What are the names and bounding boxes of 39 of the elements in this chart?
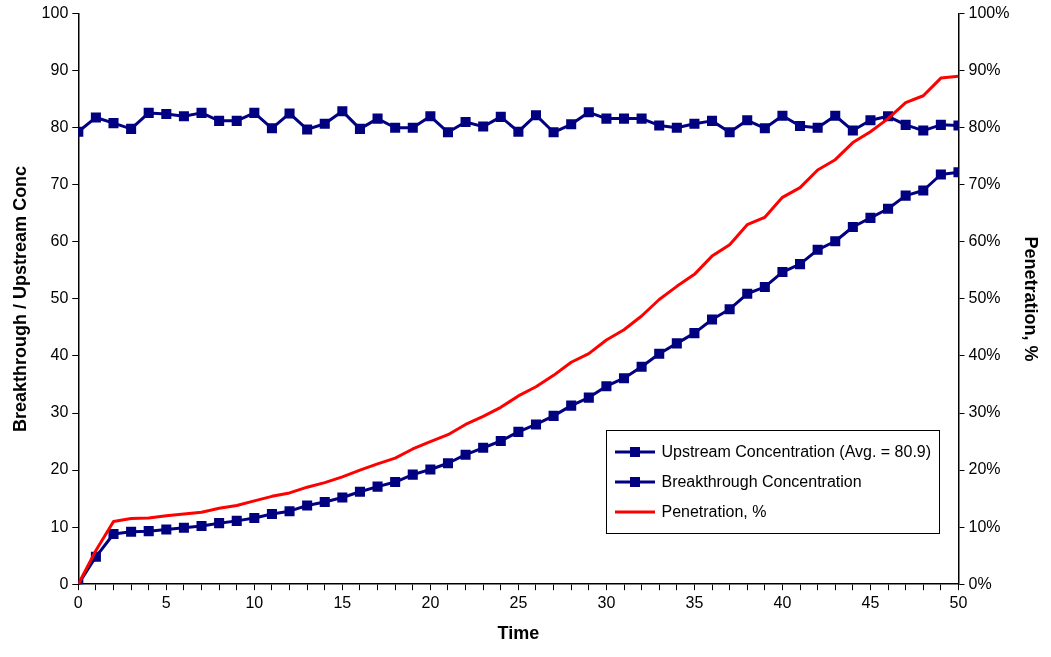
x-tick-label: 50 (949, 594, 968, 612)
x-axis-title: Time (497, 623, 540, 644)
x-tick-label: 20 (421, 594, 440, 612)
x-tick-label: 10 (245, 594, 264, 612)
y2-tick-label: 40% (968, 346, 1001, 364)
y-tick-label: 70 (50, 175, 69, 193)
y2-tick-label: 50% (968, 289, 1001, 307)
y2-tick-label: 70% (968, 175, 1001, 193)
x-tick-label: 30 (597, 594, 616, 612)
y-tick-label: 100 (41, 4, 69, 22)
y2-tick-label: 90% (968, 61, 1001, 79)
legend-label: Penetration, % (661, 503, 767, 522)
y-tick-label: 50 (50, 289, 69, 307)
legend-label: Breakthrough Concentration (661, 473, 862, 492)
y2-tick-label: 0% (968, 574, 992, 592)
y-tick-label: 80 (50, 118, 69, 136)
y-tick-label: 0 (59, 574, 69, 592)
x-tick-label: 40 (773, 594, 792, 612)
x-tick-label: 5 (161, 594, 171, 612)
x-tick-label: 25 (509, 594, 528, 612)
x-tick-label: 45 (861, 594, 880, 612)
y-tick-label: 20 (50, 460, 69, 478)
y2-tick-label: 10% (968, 517, 1001, 535)
y-tick-label: 60 (50, 232, 69, 250)
y-tick-label: 30 (50, 403, 69, 421)
y-tick-label: 40 (50, 346, 69, 364)
y-tick-label: 90 (50, 61, 69, 79)
y2-tick-label: 100% (968, 4, 1010, 22)
x-tick-label: 0 (73, 594, 83, 612)
legend-label: Upstream Concentration (Avg. = 80.9) (661, 443, 932, 462)
y-tick-label: 10 (50, 517, 69, 535)
y2-tick-label: 80% (968, 118, 1001, 136)
y2-tick-label: 20% (968, 460, 1001, 478)
x-tick-label: 35 (685, 594, 704, 612)
y2-tick-label: 60% (968, 232, 1001, 250)
x-tick-label: 15 (333, 594, 352, 612)
y-axis-title: Breakthrough / Upstream Conc (9, 165, 30, 432)
y2-tick-label: 30% (968, 403, 1001, 421)
y2-axis-title: Penetration, % (1021, 236, 1042, 362)
